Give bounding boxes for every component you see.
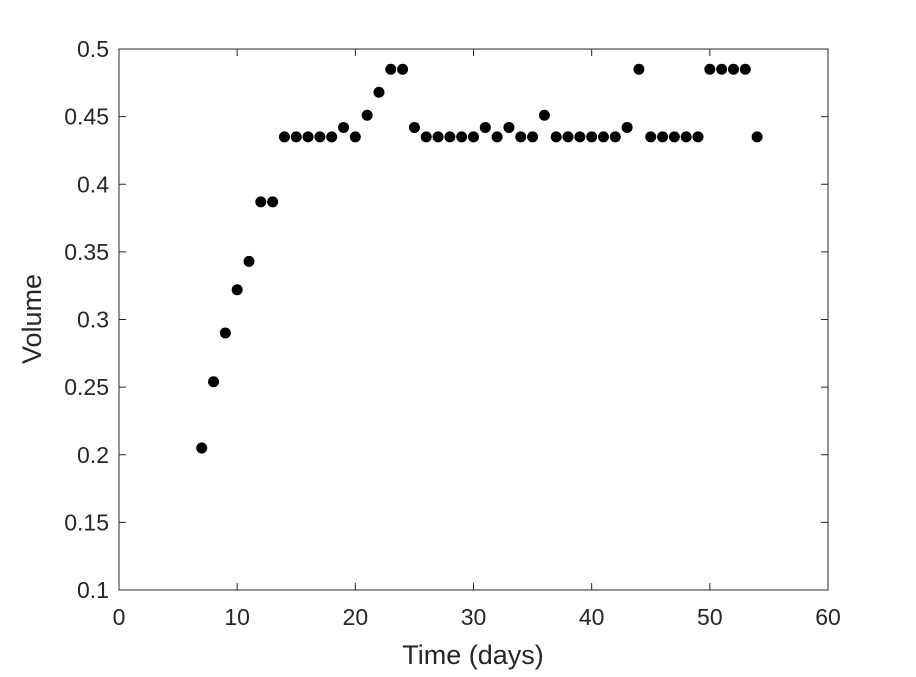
y-tick-label: 0.3 bbox=[77, 307, 109, 333]
x-tick-label: 40 bbox=[579, 604, 605, 630]
y-tick-label: 0.15 bbox=[64, 509, 109, 535]
data-point bbox=[727, 63, 739, 75]
data-point bbox=[468, 131, 479, 143]
data-point bbox=[491, 131, 503, 143]
y-tick-label: 0.1 bbox=[77, 577, 109, 603]
data-point bbox=[397, 63, 409, 75]
x-tick-label: 50 bbox=[697, 604, 723, 630]
y-axis-label: Volume bbox=[17, 274, 47, 364]
data-point bbox=[751, 131, 763, 143]
data-point bbox=[621, 121, 633, 133]
data-point bbox=[408, 121, 420, 133]
y-tick-label: 0.5 bbox=[77, 36, 109, 62]
data-point bbox=[562, 131, 574, 143]
data-point bbox=[704, 63, 716, 75]
data-point bbox=[231, 284, 243, 296]
axes-box bbox=[118, 48, 829, 591]
x-tick-label: 0 bbox=[113, 604, 126, 630]
data-point bbox=[716, 63, 728, 75]
data-point bbox=[361, 109, 373, 121]
data-points bbox=[196, 63, 763, 454]
x-tick-label: 60 bbox=[815, 604, 841, 630]
data-point bbox=[645, 131, 657, 143]
data-point bbox=[338, 121, 350, 133]
data-point bbox=[597, 131, 609, 143]
data-point bbox=[538, 109, 550, 121]
x-tick-label: 30 bbox=[461, 604, 487, 630]
data-point bbox=[680, 131, 692, 143]
y-tick-label: 0.4 bbox=[77, 171, 109, 197]
data-point bbox=[479, 121, 491, 133]
x-tick-label: 20 bbox=[343, 604, 369, 630]
data-point bbox=[668, 131, 680, 143]
data-point bbox=[657, 131, 669, 143]
data-point bbox=[302, 131, 314, 143]
data-point bbox=[550, 131, 562, 143]
data-point bbox=[609, 131, 621, 143]
data-point bbox=[503, 121, 515, 133]
data-point bbox=[373, 86, 385, 98]
data-point bbox=[527, 131, 539, 143]
data-point bbox=[255, 196, 267, 208]
data-point bbox=[515, 131, 527, 143]
data-point bbox=[243, 255, 255, 267]
data-point bbox=[574, 131, 586, 143]
y-tick-label: 0.25 bbox=[64, 374, 109, 400]
y-tick-label: 0.2 bbox=[77, 442, 109, 468]
y-tick-label: 0.35 bbox=[64, 239, 109, 265]
data-point bbox=[420, 131, 432, 143]
data-point bbox=[326, 131, 338, 143]
data-point bbox=[692, 131, 704, 143]
x-tick-label: 10 bbox=[224, 604, 250, 630]
data-point bbox=[196, 442, 208, 454]
data-point bbox=[349, 131, 361, 143]
data-point bbox=[267, 196, 279, 208]
y-tick-label: 0.45 bbox=[64, 104, 109, 130]
x-axis-ticks: 0 10 20 30 40 50 60 bbox=[113, 49, 841, 630]
data-point bbox=[456, 131, 468, 143]
plot-area bbox=[119, 49, 828, 590]
data-point bbox=[444, 131, 456, 143]
data-point bbox=[739, 63, 751, 75]
data-point bbox=[432, 131, 444, 143]
data-point bbox=[385, 63, 397, 75]
data-point bbox=[633, 63, 645, 75]
data-point bbox=[278, 131, 290, 143]
data-point bbox=[586, 131, 598, 143]
data-point bbox=[219, 327, 231, 339]
y-axis-ticks: 0.1 0.15 0.2 0.25 0.3 0.35 0.4 0.45 0.5 bbox=[64, 36, 828, 603]
data-point bbox=[314, 131, 326, 143]
x-axis-label: Time (days) bbox=[402, 640, 544, 670]
data-point bbox=[290, 131, 302, 143]
data-point bbox=[208, 376, 220, 388]
